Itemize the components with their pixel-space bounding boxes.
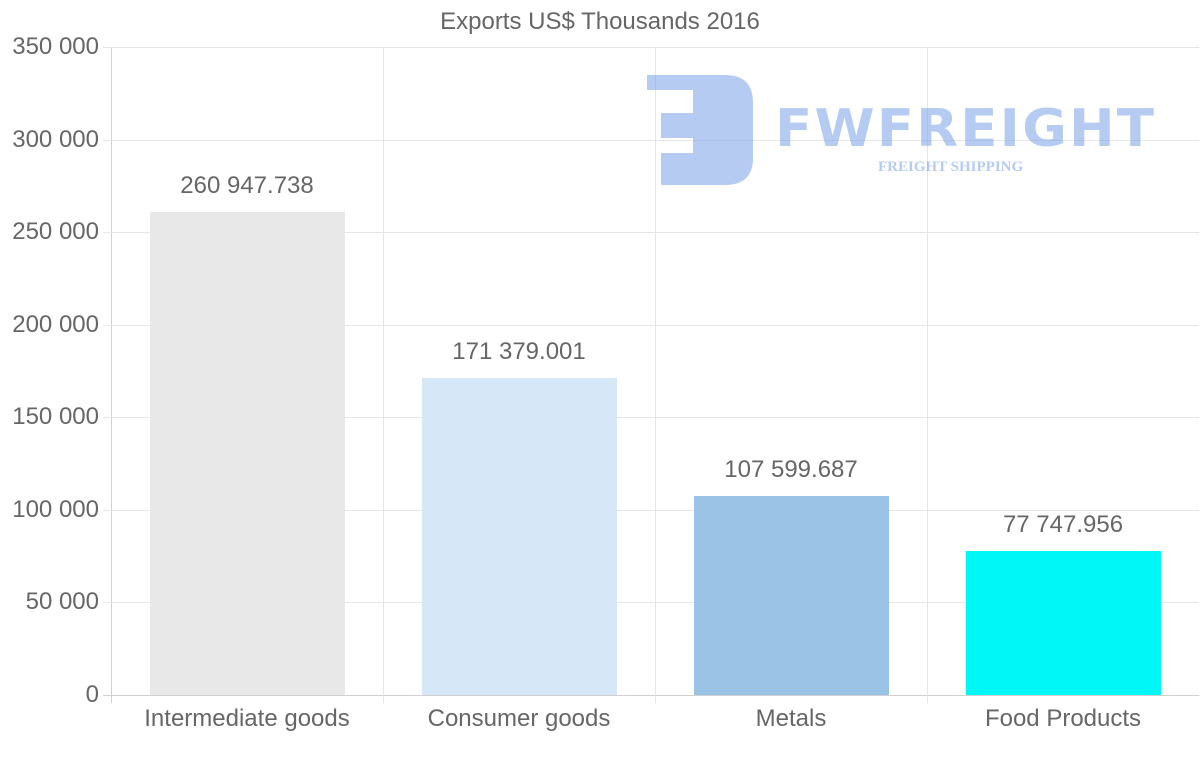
bar[interactable] (965, 551, 1161, 695)
y-tick-label: 250 000 (12, 218, 99, 246)
y-tick-label: 50 000 (25, 588, 99, 616)
y-axis-line (111, 47, 112, 703)
y-gridline (103, 324, 1199, 326)
y-gridline (103, 232, 1199, 234)
x-axis-line (103, 695, 1199, 696)
bar[interactable] (693, 495, 889, 695)
bar-value-label: 171 379.001 (452, 337, 586, 365)
y-tick-label: 0 (85, 681, 99, 708)
x-tick-label: Metals (755, 705, 827, 732)
x-tick-label: Consumer goods (427, 705, 611, 732)
watermark-tagline: FREIGHT SHIPPING (878, 159, 1024, 175)
bar[interactable] (421, 377, 617, 695)
bar-value-label: 77 747.956 (1002, 511, 1124, 539)
x-gridline (383, 47, 384, 703)
watermark-logo: FWFREIGHT FREIGHT SHIPPING (645, 73, 1155, 188)
y-gridline (103, 509, 1199, 511)
x-gridline (655, 47, 656, 703)
bar-value-label: 107 599.687 (724, 455, 858, 483)
y-gridline (103, 602, 1199, 604)
x-tick-label: Food Products (984, 705, 1142, 732)
y-gridline (103, 417, 1199, 419)
y-tick-label: 350 000 (12, 33, 99, 60)
watermark-brand: FWFREIGHT (775, 99, 1157, 159)
y-tick-label: 300 000 (12, 125, 99, 153)
y-gridline (103, 139, 1199, 141)
y-gridline (103, 47, 1199, 48)
y-tick-label: 150 000 (12, 403, 99, 431)
plot-area: 0 50 000 100 000 150 000 200 000 250 000 300 0… (12, 33, 1199, 732)
x-gridline (927, 47, 928, 703)
bar-value-label: 260 947.738 (180, 171, 314, 199)
x-tick-label: Intermediate goods (144, 705, 350, 732)
y-tick-label: 200 000 (12, 310, 99, 338)
y-tick-label: 100 000 (12, 495, 99, 523)
chart-title: Exports US$ Thousands 2016 (440, 8, 760, 35)
bar[interactable] (149, 211, 345, 695)
logo-mark-icon (647, 75, 753, 185)
